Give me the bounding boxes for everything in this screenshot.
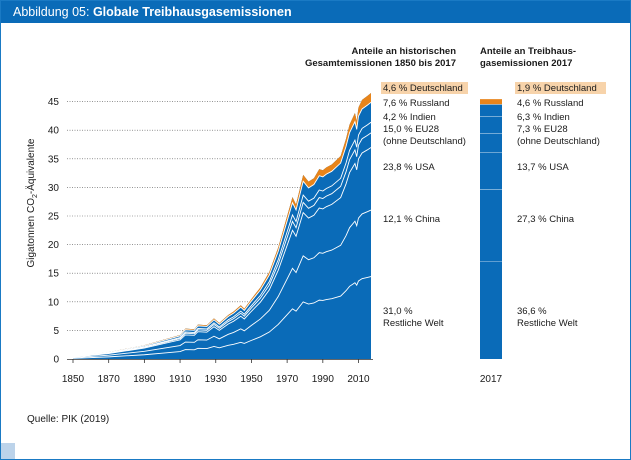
bar-share-label: 36,6 % [517,306,547,317]
area-divider [72,132,372,358]
source-note: Quelle: PIK (2019) [27,414,110,425]
bar-heading-line: Anteile an Treibhaus- [480,46,576,57]
history-label-highlight [381,82,468,94]
emissions-area [73,93,371,360]
y-tick-label: 15 [48,269,60,280]
bar-segment-restliche-welt [480,261,502,359]
bar-share-label: 13,7 % USA [517,162,569,173]
y-tick-label: 45 [48,97,60,108]
bar-label-highlight [515,82,606,94]
history-share-label: 23,8 % USA [383,162,435,173]
area-divider [72,276,372,359]
stacked-areas [72,93,372,360]
area-divider [72,147,372,358]
y-tick-label: 25 [48,212,60,223]
bar-2017-share-labels: 1,9 % Deutschland 4,6 % Russland 6,3 % Ind… [515,82,606,329]
history-share-label: Restliche Welt [383,318,444,329]
bar-segment-deutschland [480,99,502,105]
x-tick-label: 1970 [276,374,299,385]
history-share-label: 15,0 % EU28 [383,124,439,135]
x-tick-label: 1850 [62,374,85,385]
x-tick-label: 1930 [205,374,228,385]
x-tick-label: 1870 [98,374,121,385]
y-axis: 0 5 10 15 20 25 30 35 40 45 [48,97,60,365]
bar-share-label: 6,3 % Indien [517,112,570,123]
bar-share-label: (ohne Deutschland) [517,136,600,147]
x-tick-label: 1950 [240,374,263,385]
figure-title: Globale Treibhausgasemissionen [92,5,292,19]
history-share-label: 7,6 % Russland [383,98,450,109]
y-tick-label: 10 [48,297,60,308]
bar-segment-china [480,189,502,262]
bar-heading-line: gasemissionen 2017 [480,58,572,69]
bar-segment-russland [480,104,502,117]
y-tick-label: 20 [48,240,60,251]
bar-share-label: 7,3 % EU28 [517,124,568,135]
bar-category-label: 2017 [480,374,503,385]
bar-share-label: 27,3 % China [517,214,575,225]
history-share-label: 4,2 % Indien [383,112,436,123]
area-divider [72,121,372,358]
y-axis-label: Gigatonnen CO2-Äquivalente [25,138,39,267]
x-tick-label: 1990 [312,374,335,385]
y-tick-label: 40 [48,126,60,137]
area-divider [72,101,372,358]
bar-share-label: Restliche Welt [517,318,578,329]
history-share-labels: 4,6 % Deutschland 7,6 % Russland 4,2 % Ind… [381,82,468,329]
history-share-label: 12,1 % China [383,214,441,225]
y-tick-label: 5 [53,326,59,337]
history-share-label: 31,0 % [383,306,413,317]
bar-2017: 2017 [480,99,503,385]
history-share-label: (ohne Deutschland) [383,136,466,147]
history-heading-line: Gesamtemissionen 1850 bis 2017 [305,58,456,69]
history-heading-line: Anteile an historischen [351,46,456,57]
bar-2017-heading: Anteile an Treibhaus-gasemissionen 2017 [480,46,576,69]
x-tick-label: 1910 [169,374,192,385]
y-tick-label: 35 [48,154,60,165]
corner-accent [1,443,15,459]
y-tick-label: 0 [53,355,59,366]
bar-share-label: 1,9 % Deutschland [517,83,597,94]
bar-share-label: 4,6 % Russland [517,98,584,109]
history-share-label: 4,6 % Deutschland [383,83,463,94]
bar-segment-indien [480,116,502,134]
bar-segment-eu28 [480,133,502,153]
x-axis: 1850 1870 1890 1910 1930 1950 1970 1990 2010 [62,359,373,385]
area-divider [72,209,372,359]
figure-label: Abbildung 05: [13,5,90,19]
x-tick-label: 1890 [133,374,156,385]
y-tick-label: 30 [48,183,60,194]
bar-segment-usa [480,152,502,190]
figure-header: Abbildung 05: Globale Treibhausgasemissi… [1,1,630,23]
x-tick-label: 2010 [347,374,370,385]
history-panel-heading: Anteile an historischenGesamtemissionen … [305,46,456,69]
